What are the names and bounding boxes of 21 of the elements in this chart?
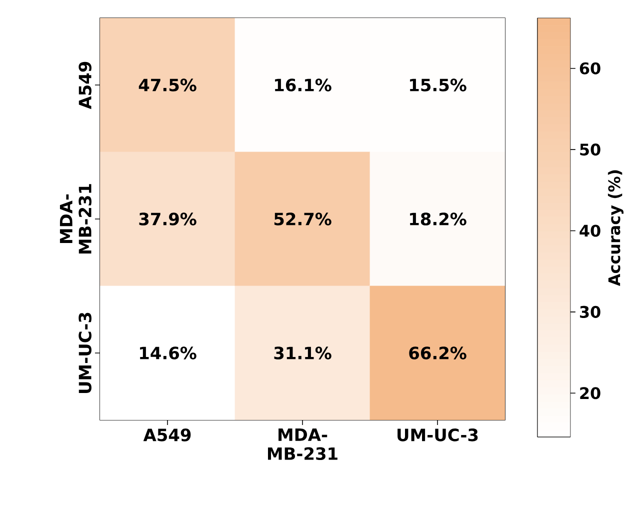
color-bar-label: 50: [580, 144, 600, 156]
x-tick-label: A549: [143, 428, 191, 442]
color-bar-title: Accuracy (%): [608, 170, 624, 286]
x-tick-label: UM-UC-3: [398, 428, 478, 442]
data-label: 15.5%: [410, 78, 466, 92]
color-bar-label: 30: [580, 306, 600, 318]
data-label: 52.7%: [274, 212, 332, 226]
data-label: 16.1%: [275, 78, 332, 92]
data-label: 37.9%: [139, 212, 196, 226]
color-bar-label: 60: [580, 62, 600, 74]
data-label: 14.6%: [140, 346, 196, 360]
y-tick-label: UM-UC-3: [78, 312, 92, 393]
y-tick-label: MDA-MB-231: [60, 184, 92, 254]
color-bar-label: 40: [580, 224, 600, 237]
data-label: 18.2%: [410, 212, 466, 226]
color-bar-label: 20: [580, 387, 600, 400]
data-label: 47.5%: [138, 78, 196, 92]
data-label: 31.1%: [274, 346, 332, 360]
data-label: 66.2%: [409, 346, 466, 360]
x-tick-label: MDA-MB-231: [268, 428, 338, 460]
y-tick-label: A549: [78, 62, 92, 110]
